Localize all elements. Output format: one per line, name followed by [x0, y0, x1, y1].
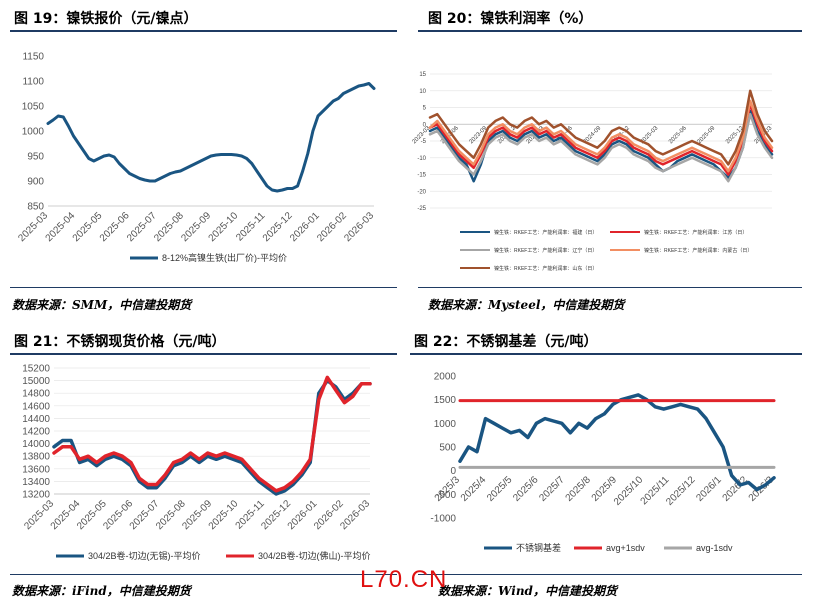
legend-label: 镍生铁：RKEF工艺：产能利润率：山东（日） — [494, 265, 597, 272]
legend-label: avg-1sdv — [696, 543, 733, 553]
panel-21-source: 数据来源：iFind，中信建投期货 — [12, 584, 191, 598]
mid-rule-left — [10, 287, 397, 288]
legend-label: 8-12%高镍生铁(出厂价)-平均价 — [162, 252, 287, 263]
series-line-1 — [428, 102, 774, 176]
y-tick-label: -15 — [417, 173, 426, 179]
y-tick-label: 15200 — [22, 364, 50, 375]
y-tick-label: 14600 — [22, 401, 50, 412]
series-line-0 — [46, 82, 376, 193]
y-tick-label: 0 — [450, 466, 456, 477]
top-rule-right — [418, 30, 802, 32]
chart-stainless-basis: 2000150010005000-500-10002025/32025/4202… — [430, 372, 776, 554]
legend-label: avg+1sdv — [606, 543, 645, 553]
legend-label: 不锈钢基差 — [516, 542, 561, 553]
series-line-2 — [428, 112, 774, 183]
x-tick-label: 2025-10 — [207, 210, 241, 244]
y-tick-label: 850 — [27, 202, 44, 213]
y-tick-label: 14200 — [22, 427, 50, 438]
y-tick-label: 1100 — [22, 77, 44, 88]
y-tick-label: 1500 — [434, 395, 457, 406]
x-tick-label: 2025/7 — [537, 474, 567, 504]
y-tick-label: -500 — [436, 490, 456, 501]
x-tick-label: 2026-03 — [342, 210, 376, 244]
watermark: L70.CN — [360, 566, 448, 593]
y-tick-label: 5 — [423, 106, 427, 112]
x-tick-label: 2025-06 — [668, 125, 688, 145]
series-line-4 — [428, 89, 774, 166]
x-tick-label: 2026-03 — [338, 498, 372, 532]
y-tick-label: -5 — [421, 139, 427, 145]
y-tick-label: 500 — [439, 443, 456, 454]
panel-22-title: 图 22：不锈钢基差（元/吨） — [414, 334, 598, 350]
series-line-0 — [52, 378, 372, 496]
series-line-1 — [52, 375, 372, 493]
x-tick-label: 2025/8 — [564, 474, 594, 504]
panel-19-source: 数据来源：SMM，中信建投期货 — [12, 298, 192, 312]
mid-rule-right — [418, 287, 802, 288]
x-tick-label: 2025/4 — [459, 474, 489, 504]
y-tick-label: 13400 — [22, 477, 50, 488]
y-tick-label: -25 — [417, 206, 426, 212]
chart-nickel-iron-price: 85090095010001050110011502025-032025-042… — [16, 52, 376, 264]
y-tick-label: 14000 — [22, 439, 50, 450]
bottom-rule-left — [10, 574, 397, 575]
legend-label: 304/2B卷-切边(无锡)-平均价 — [88, 550, 201, 561]
series-line-3 — [428, 99, 774, 173]
panel-21-title: 图 21：不锈钢现货价格（元/吨） — [14, 334, 226, 350]
x-tick-label: 2025/5 — [485, 474, 515, 504]
legend-label: 镍生铁：RKEF工艺：产能利润率：福建（日） — [494, 229, 597, 236]
x-tick-label: 2025/12 — [664, 474, 698, 508]
panel-20-title: 图 20：镍铁利润率（%） — [428, 11, 593, 27]
y-tick-label: 13600 — [22, 464, 50, 475]
legend-label: 镍生铁：RKEF工艺：产能利润率：辽宁（日） — [494, 247, 597, 254]
top-rule-left — [10, 30, 397, 32]
y-tick-label: 13800 — [22, 452, 50, 463]
y-tick-label: -1000 — [430, 514, 456, 525]
x-tick-label: 2025-09 — [697, 125, 717, 145]
y-tick-label: 10 — [419, 89, 426, 95]
second-rule-left — [10, 353, 397, 355]
panel-19-title: 图 19：镍铁报价（元/镍点） — [14, 11, 198, 27]
y-tick-label: 1050 — [22, 102, 45, 113]
second-rule-right — [410, 353, 802, 355]
y-tick-label: 900 — [27, 177, 44, 188]
y-tick-label: 15000 — [22, 376, 50, 387]
y-tick-label: -10 — [417, 156, 426, 162]
bottom-rule-right — [418, 574, 802, 575]
y-tick-label: 13200 — [22, 490, 50, 501]
panel-20-source: 数据来源：Mysteel，中信建投期货 — [428, 298, 625, 312]
legend-label: 304/2B卷-切边(佛山)-平均价 — [258, 550, 371, 561]
y-tick-label: 0 — [423, 122, 427, 128]
legend-label: 镍生铁：RKEF工艺：产能利润率：江苏（日） — [644, 229, 747, 236]
y-tick-label: 14400 — [22, 414, 50, 425]
panel-22-source: 数据来源：Wind，中信建投期货 — [438, 584, 617, 598]
y-tick-label: 2000 — [434, 372, 457, 383]
y-tick-label: 1000 — [434, 419, 457, 430]
y-tick-label: 1150 — [22, 52, 44, 63]
x-tick-label: 2026/1 — [694, 474, 724, 504]
y-tick-label: -20 — [417, 189, 426, 195]
y-tick-label: 14800 — [22, 389, 50, 400]
legend-label: 镍生铁：RKEF工艺：产能利润率：内蒙古（日） — [644, 247, 752, 254]
y-tick-label: 950 — [27, 152, 44, 163]
y-tick-label: 1000 — [22, 127, 45, 138]
x-tick-label: 2025/6 — [511, 474, 541, 504]
y-tick-label: 15 — [419, 72, 426, 78]
